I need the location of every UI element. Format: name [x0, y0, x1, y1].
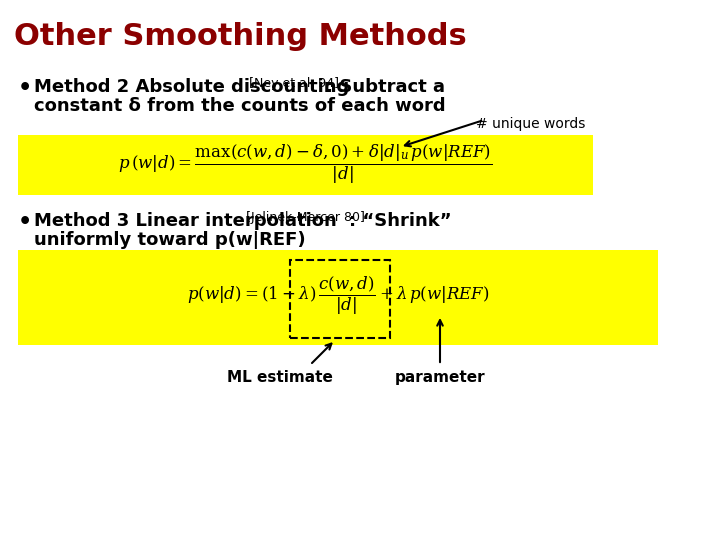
Text: $p\,(w|d) = \dfrac{\max(c(w,d)-\delta,0)+\delta|d|_u\,p(w|REF)}{|d|}$: $p\,(w|d) = \dfrac{\max(c(w,d)-\delta,0)… — [118, 143, 492, 186]
Text: uniformly toward p(w|REF): uniformly toward p(w|REF) — [34, 231, 305, 249]
Text: Method 2 Absolute discounting: Method 2 Absolute discounting — [34, 78, 356, 96]
Text: # unique words: # unique words — [476, 117, 585, 131]
Text: [Ney et al. 94]: [Ney et al. 94] — [249, 77, 339, 90]
Text: $p(w|d) = (1-\lambda)\,\dfrac{c(w,d)}{|d|} + \lambda\,p(w|REF)$: $p(w|d) = (1-\lambda)\,\dfrac{c(w,d)}{|d… — [186, 275, 490, 317]
Text: [Jelinek-Mercer 80]: [Jelinek-Mercer 80] — [246, 211, 365, 224]
Bar — [18, 250, 658, 345]
Text: •: • — [18, 78, 32, 98]
Text: Other Smoothing Methods: Other Smoothing Methods — [14, 22, 467, 51]
Text: : Subtract a: : Subtract a — [326, 78, 445, 96]
Text: Method 3 Linear interpolation: Method 3 Linear interpolation — [34, 212, 343, 230]
Text: parameter: parameter — [395, 370, 485, 385]
Text: ML estimate: ML estimate — [227, 370, 333, 385]
Bar — [290, 260, 390, 338]
Text: •: • — [18, 212, 32, 232]
Bar — [18, 135, 593, 195]
Text: : “Shrink”: : “Shrink” — [349, 212, 451, 230]
Text: constant δ from the counts of each word: constant δ from the counts of each word — [34, 97, 446, 115]
